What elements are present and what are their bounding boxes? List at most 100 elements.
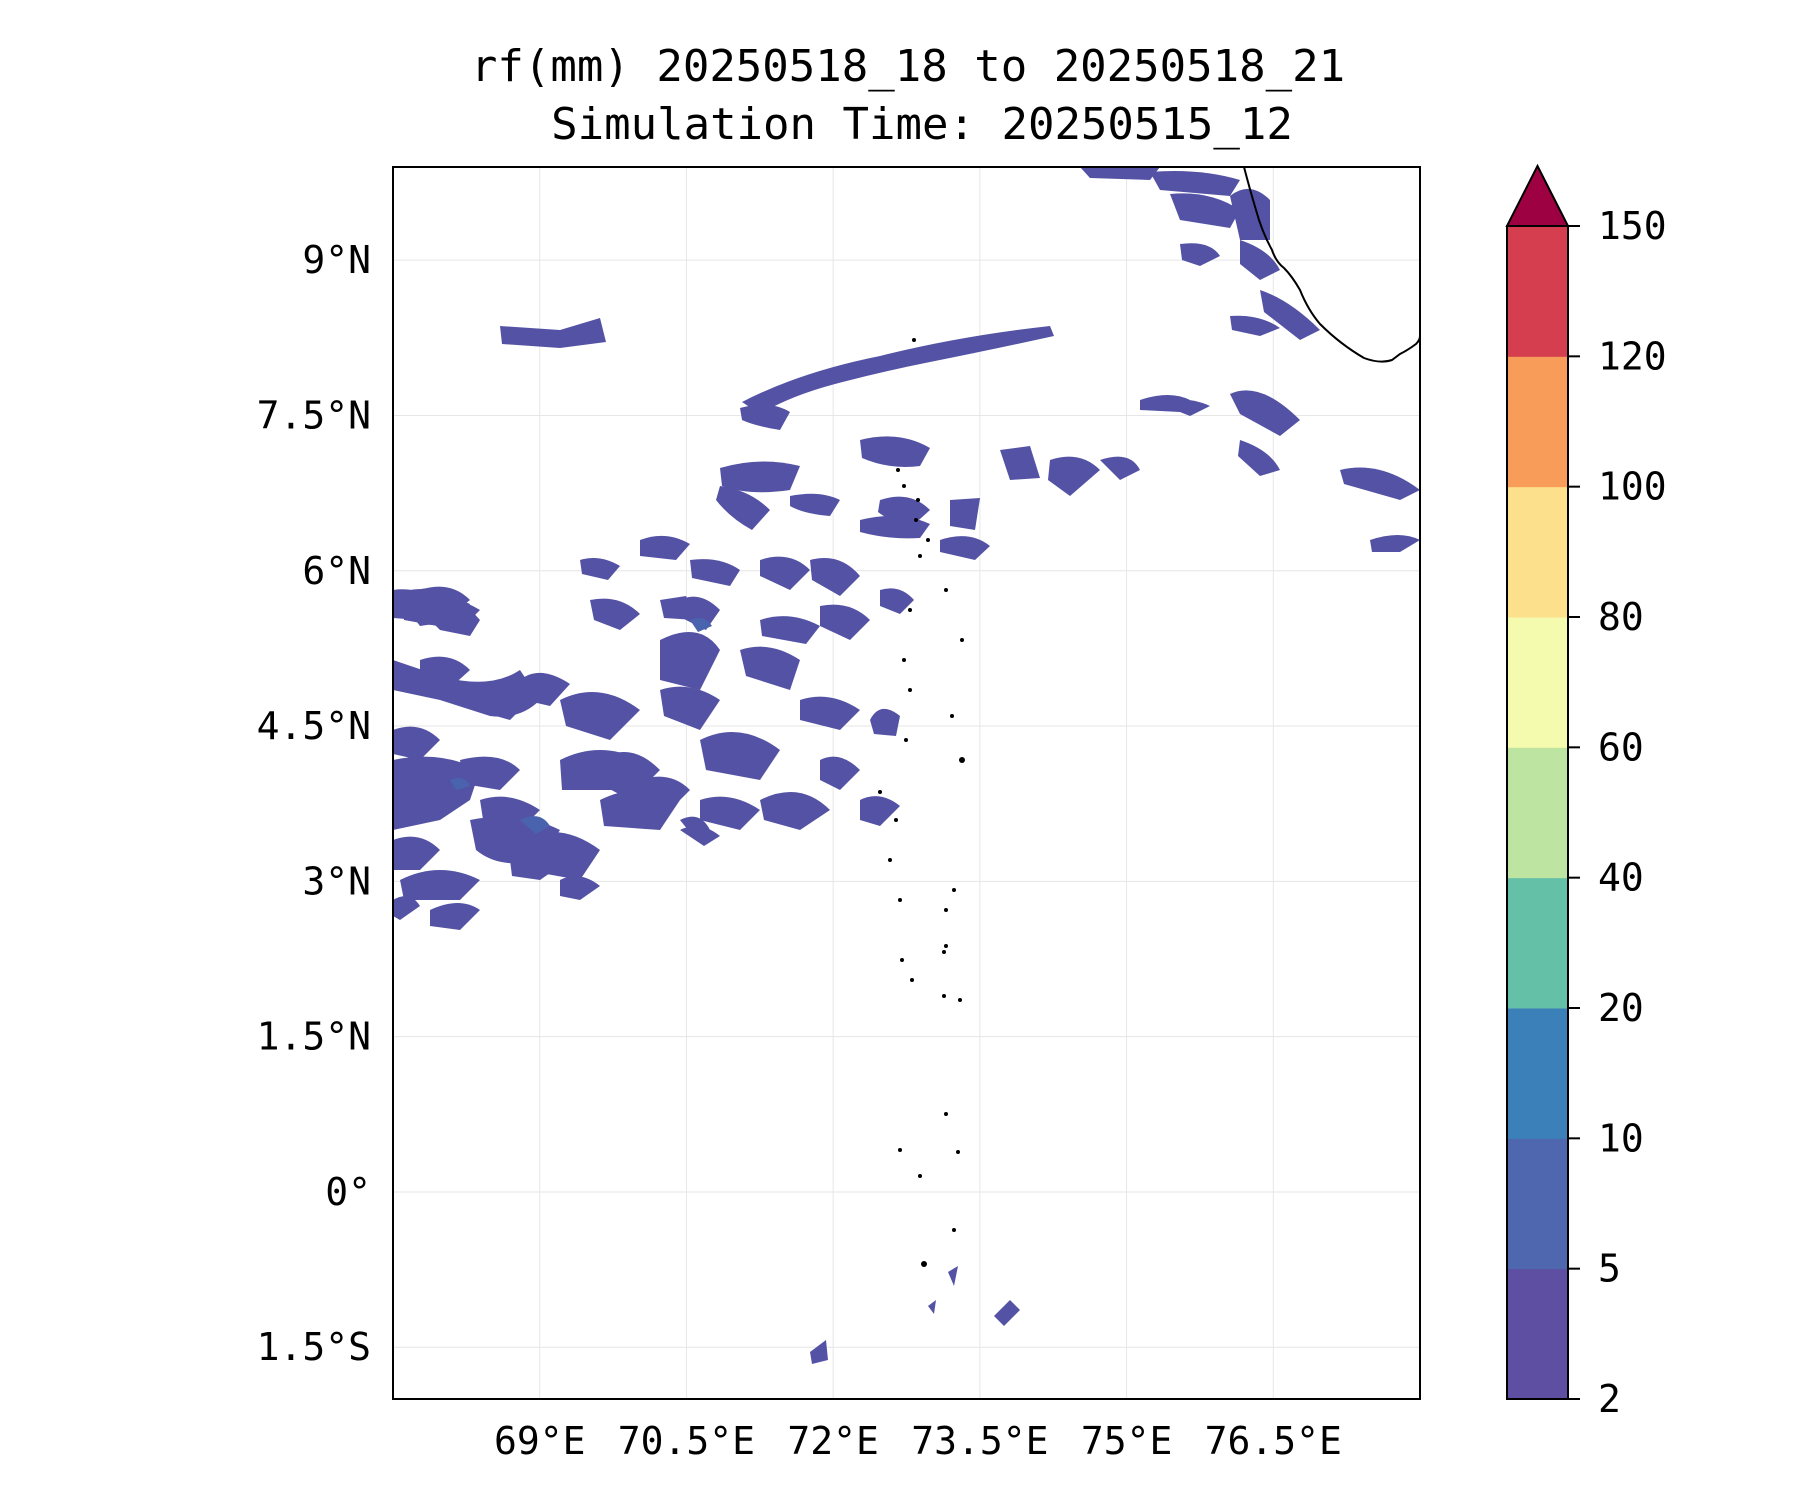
y-tick-label: 1.5°S <box>257 1325 371 1369</box>
island-dot <box>952 888 956 892</box>
rain-patch <box>700 796 760 830</box>
rain-patch <box>1048 456 1100 496</box>
colorbar-segment <box>1507 1138 1568 1270</box>
rain-patch <box>760 556 810 590</box>
island-dot <box>918 554 922 558</box>
x-tick-label: 69°E <box>494 1419 586 1463</box>
axis-tick-labels: 69°E 70.5°E 72°E 73.5°E 75°E 76.5°E 9°N 7.5°N 6°… <box>257 238 1342 1463</box>
title-line-1: rf(mm) 20250518_18 to 20250518_21 <box>471 41 1345 92</box>
colorbar-segment <box>1507 1008 1568 1139</box>
map-frame <box>392 166 1421 1400</box>
rain-patch <box>870 708 900 736</box>
rain-patch <box>928 1300 936 1314</box>
rain-patch <box>1000 446 1040 480</box>
colorbar-label: 100 <box>1598 465 1667 509</box>
rain-patch <box>1230 390 1300 436</box>
rain-patch <box>660 686 720 730</box>
colorbar-extend-arrow <box>1505 163 1570 227</box>
rain-patch <box>940 536 990 560</box>
colorbar-label: 10 <box>1598 1116 1644 1160</box>
y-tick-label: 6°N <box>302 549 371 593</box>
rain-patch <box>560 692 640 740</box>
rain-patch <box>640 535 690 560</box>
island-dot <box>896 468 900 472</box>
rain-patch <box>860 515 930 539</box>
island-dot <box>908 688 912 692</box>
island-dot <box>942 950 946 954</box>
island-dot <box>900 958 904 962</box>
island-dot <box>960 638 964 642</box>
colorbar-segment <box>1507 226 1568 357</box>
y-tick-label: 9°N <box>302 238 371 282</box>
rain-patch <box>393 726 440 760</box>
map-panel: 69°E 70.5°E 72°E 73.5°E 75°E 76.5°E 9°N 7.5°N 6°… <box>257 166 1421 1463</box>
colorbar-label: 40 <box>1598 856 1644 900</box>
y-tick-label: 4.5°N <box>257 704 371 748</box>
rain-patch <box>740 404 790 430</box>
coastline <box>1243 167 1420 363</box>
rain-patch <box>860 796 900 826</box>
rain-patch <box>760 792 830 830</box>
x-tick-label: 75°E <box>1081 1419 1173 1463</box>
rain-patch <box>860 436 930 467</box>
rain-patch <box>1150 398 1210 416</box>
rain-band-upper <box>742 326 1054 414</box>
rain-patch <box>660 596 696 620</box>
island-dot <box>902 484 906 488</box>
rain-patch <box>510 856 560 880</box>
rain-patch <box>1150 171 1240 196</box>
rain-patch <box>1100 456 1140 480</box>
rain-patch <box>400 870 480 900</box>
rain-patch <box>1170 193 1240 228</box>
island-dot <box>898 1148 902 1152</box>
rain-patch <box>430 903 480 930</box>
rain-patch <box>1340 467 1420 500</box>
colorbar: 2 5 10 20 40 60 80 100 120 150 <box>1505 163 1667 1421</box>
island-dot <box>942 994 946 998</box>
y-tick-label: 7.5°N <box>257 393 371 437</box>
rain-patch <box>740 646 800 690</box>
rain-patch <box>1080 167 1160 180</box>
island-dot <box>918 1174 922 1178</box>
island-dot <box>912 338 916 342</box>
x-tick-label: 76.5°E <box>1205 1419 1342 1463</box>
rain-patch <box>820 604 870 640</box>
island-dot <box>908 608 912 612</box>
rain-patch <box>948 1266 958 1286</box>
x-tick-label: 70.5°E <box>618 1419 755 1463</box>
rain-patch <box>1260 290 1320 340</box>
island-dot <box>958 998 962 1002</box>
rain-patch <box>393 896 420 920</box>
colorbar-label: 20 <box>1598 986 1644 1030</box>
colorbar-label: 150 <box>1598 204 1667 248</box>
rain-patch <box>460 756 520 790</box>
island-dot <box>950 714 954 718</box>
rain-patch <box>720 461 800 493</box>
colorbar-frame <box>1506 225 1569 1400</box>
island-dot <box>944 588 948 592</box>
island-dot <box>944 944 948 948</box>
island-dot <box>944 1112 948 1116</box>
rain-patch <box>1238 440 1280 476</box>
colorbar-segment <box>1507 1268 1568 1400</box>
island-dot <box>910 978 914 982</box>
y-tick-label: 1.5°N <box>257 1015 371 1059</box>
rain-patch <box>580 558 620 580</box>
island-dot <box>902 658 906 662</box>
rain-patch <box>1240 240 1280 280</box>
rain-patch <box>1370 535 1420 552</box>
rain-patch <box>680 596 720 630</box>
island-dot <box>959 757 965 763</box>
colorbar-segment <box>1507 356 1568 488</box>
rain-patch <box>600 790 680 830</box>
island-dot <box>888 858 892 862</box>
rain-patch <box>560 750 640 790</box>
rain-patch <box>1230 315 1280 336</box>
y-tick-label: 0° <box>325 1170 371 1214</box>
colorbar-label: 80 <box>1598 595 1644 639</box>
island-dot <box>916 498 920 502</box>
colorbar-segment <box>1507 486 1568 618</box>
island-dot <box>944 908 948 912</box>
rain-patch <box>716 486 770 530</box>
